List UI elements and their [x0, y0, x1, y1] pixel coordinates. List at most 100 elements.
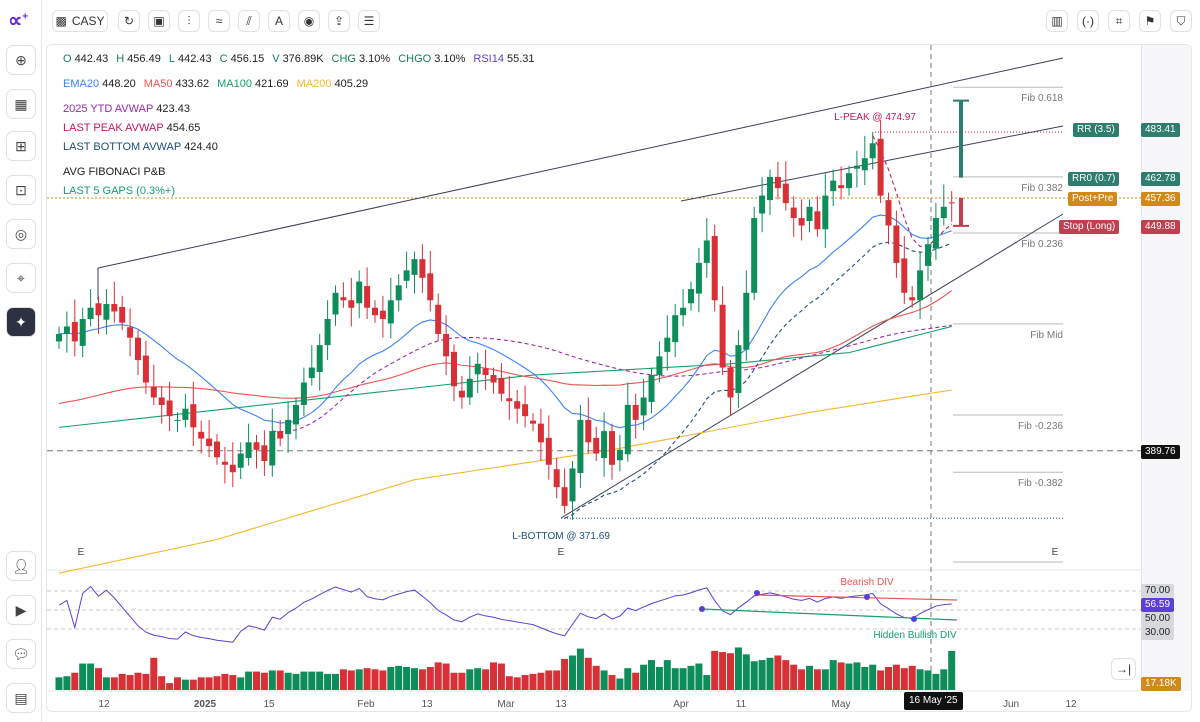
legend-value: 423.43 [156, 103, 190, 115]
formula-icon[interactable]: (·) [1077, 10, 1099, 32]
candle-body [158, 397, 165, 405]
layout-grid-icon[interactable]: ▦ [6, 89, 36, 119]
candle-body [711, 235, 718, 301]
save-icon[interactable]: ▣ [148, 10, 170, 32]
symbol-button[interactable]: ▩ CASY [52, 10, 108, 32]
legend-key: V [272, 53, 280, 65]
candle-body [719, 304, 726, 368]
refresh-icon[interactable]: ↻ [118, 10, 140, 32]
divergence-point [754, 590, 760, 596]
candle-body [206, 438, 213, 447]
compare-icon[interactable]: ⫽ [238, 10, 260, 32]
price-axis[interactable] [1141, 45, 1191, 691]
volume-bar [324, 673, 332, 690]
gaps-legend: LAST 5 GAPS (0.3%+) [63, 185, 175, 197]
legend-key: LAST BOTTOM AVWAP [63, 141, 182, 153]
volume-bar [782, 660, 790, 690]
volume-bar [166, 683, 174, 690]
scroll-to-latest-icon[interactable]: →| [1111, 658, 1137, 680]
share-icon[interactable]: ⇪ [328, 10, 350, 32]
earnings-marker: E [78, 547, 85, 558]
volume-bar [395, 665, 403, 690]
target-icon[interactable]: ◎ [6, 219, 36, 249]
candle-body [814, 211, 821, 230]
chat-icon[interactable]: 💬︎ [6, 639, 36, 669]
ma-legend: EMA20 448.20 MA50 433.62 MA100 421.69 MA200 405… [63, 78, 376, 90]
volume-bar [355, 669, 363, 690]
crosshair-price: 389.76 [1141, 445, 1180, 459]
scan-icon[interactable]: ⌖ [6, 263, 36, 293]
candle-body [806, 206, 813, 222]
volume-bar [940, 669, 948, 690]
text-add-icon[interactable]: A [268, 10, 290, 32]
candle-body [387, 300, 394, 324]
bottom-label: L-BOTTOM @ 371.69 [512, 531, 610, 542]
bookmark-icon[interactable]: ⛉ [1170, 10, 1192, 32]
candle-body [553, 469, 560, 488]
volume-bar [774, 655, 782, 690]
candles-icon[interactable]: ⫶ [178, 10, 200, 32]
price-chart[interactable]: 490.00480.00470.00460.00450.00440.00430.… [47, 45, 1192, 712]
volume-bar [513, 677, 521, 690]
candle-body [932, 218, 939, 249]
candle-body [735, 345, 742, 393]
candle-body [577, 419, 584, 473]
magic-icon[interactable]: ✦ [6, 307, 36, 337]
screenshot-icon[interactable]: ⌗ [1108, 10, 1130, 32]
candle-body [451, 351, 457, 387]
volume-bar [948, 650, 956, 690]
volume-tag: 17.18K [1141, 677, 1181, 691]
volume-bar [900, 668, 908, 690]
volume-bar [181, 679, 189, 690]
candle-body [127, 327, 134, 338]
volume-bar [237, 677, 245, 690]
volume-bar [268, 670, 276, 690]
ma100-line [58, 325, 952, 428]
candle-body [648, 375, 655, 402]
document-icon[interactable]: ☰ [358, 10, 380, 32]
eye-icon[interactable]: ◉ [298, 10, 320, 32]
volume-bar [292, 673, 300, 690]
volume-bar [750, 661, 758, 690]
add-indicator-icon[interactable]: ⊡ [6, 175, 36, 205]
user-icon[interactable]: 👤︎ [6, 551, 36, 581]
volume-bar [648, 660, 655, 690]
volume-bar [458, 672, 466, 690]
candle-body [522, 404, 529, 417]
volume-bar [561, 658, 569, 690]
bookmark-add-icon[interactable]: ⚑ [1139, 10, 1161, 32]
candle-body [885, 200, 892, 226]
legend-value: 442.43 [177, 53, 212, 65]
candle-body [474, 363, 481, 375]
earnings-marker: E [1052, 547, 1059, 558]
play-icon[interactable]: ▶ [6, 595, 36, 625]
candle-body [861, 158, 868, 171]
rr0-tag: RR0 (0.7) [1068, 172, 1120, 186]
volume-bar [332, 673, 339, 690]
volume-bar [403, 667, 411, 690]
divergence-point [699, 606, 705, 612]
stop-value: 449.88 [1141, 220, 1180, 234]
fib-label: Fib Mid [1030, 330, 1063, 341]
volume-bar [703, 675, 711, 690]
volume-bar [55, 677, 63, 690]
candle-body [759, 195, 766, 214]
symbol-label: CASY [71, 14, 105, 28]
candle-body [569, 468, 576, 502]
candle-body [300, 382, 307, 405]
trendline-resistance [680, 125, 1064, 202]
volume-bar [687, 665, 695, 690]
candle-body [506, 398, 513, 402]
rsi-70-label: 70.00 [1141, 584, 1175, 598]
candle-body [601, 431, 608, 459]
indicators-icon[interactable]: ≈ [208, 10, 230, 32]
add-panel-icon[interactable]: ⊞ [6, 131, 36, 161]
volume-bar [126, 675, 134, 690]
volume-bar [466, 669, 474, 690]
notes-icon[interactable]: ▤ [6, 683, 36, 713]
candle-body [688, 289, 694, 304]
peak-label: L-PEAK @ 474.97 [834, 112, 916, 123]
candle-body [585, 419, 592, 443]
bar-stats-icon[interactable]: ▥ [1046, 10, 1068, 32]
zoom-in-icon[interactable]: ⊕ [6, 45, 36, 75]
